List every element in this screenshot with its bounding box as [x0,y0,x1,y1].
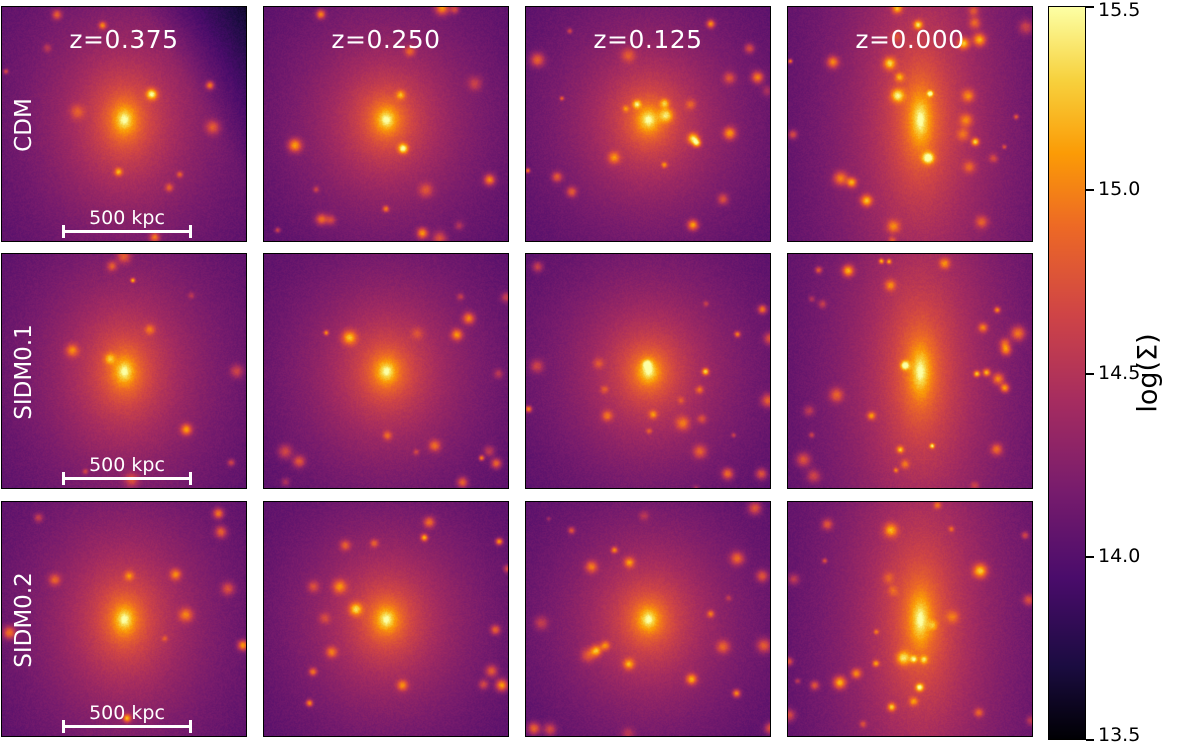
density-map [2,254,246,488]
row-label-sidm01: SIDM0.1 [10,324,37,420]
density-map [2,502,246,736]
map-sidm02-z0000 [787,501,1033,737]
colorbar-tick-label: 13.5 [1098,724,1141,746]
density-map [788,254,1032,488]
density-map [264,7,508,241]
colorbar [1048,6,1086,740]
colorbar-tick [1086,556,1094,558]
map-sidm02-z0125 [525,501,771,737]
scale-bar-label: 500 kpc [89,207,165,229]
density-map [788,7,1032,241]
colorbar-tick [1086,739,1094,741]
density-map [526,7,770,241]
density-map [788,502,1032,736]
colorbar-tick-label: 14.5 [1098,362,1141,384]
colorbar-tick [1086,6,1094,8]
scale-bar: 500 kpc [62,454,192,485]
column-label-z0375: z=0.375 [69,25,179,54]
scale-bar-label: 500 kpc [89,702,165,724]
colorbar-tick [1086,373,1094,375]
colorbar-tick-label: 15.0 [1098,178,1141,200]
map-sidm01-z0000 [787,253,1033,489]
column-label-z0250: z=0.250 [331,25,441,54]
density-map [526,502,770,736]
column-label-z0000: z=0.000 [855,25,965,54]
scale-bar: 500 kpc [62,207,192,238]
map-sidm02-z0250 [263,501,509,737]
map-sidm02-z0375: SIDM0.2 500 kpc [1,501,247,737]
map-cdm-z0125: z=0.125 [525,6,771,242]
map-sidm01-z0125 [525,253,771,489]
scale-bar: 500 kpc [62,702,192,733]
density-map [264,254,508,488]
colorbar-tick-label: 14.0 [1098,545,1141,567]
density-map [2,7,246,241]
colorbar-tick [1086,189,1094,191]
map-cdm-z0375: z=0.375 CDM 500 kpc [1,6,247,242]
colorbar-label: log(Σ) [1132,333,1164,413]
density-map [526,254,770,488]
map-sidm01-z0250 [263,253,509,489]
row-label-sidm02: SIDM0.2 [10,572,37,668]
map-cdm-z0250: z=0.250 [263,6,509,242]
density-map [264,502,508,736]
map-cdm-z0000: z=0.000 [787,6,1033,242]
scale-bar-label: 500 kpc [89,454,165,476]
column-label-z0125: z=0.125 [593,25,703,54]
row-label-cdm: CDM [10,98,37,152]
map-sidm01-z0375: SIDM0.1 500 kpc [1,253,247,489]
colorbar-tick-label: 15.5 [1098,0,1141,21]
